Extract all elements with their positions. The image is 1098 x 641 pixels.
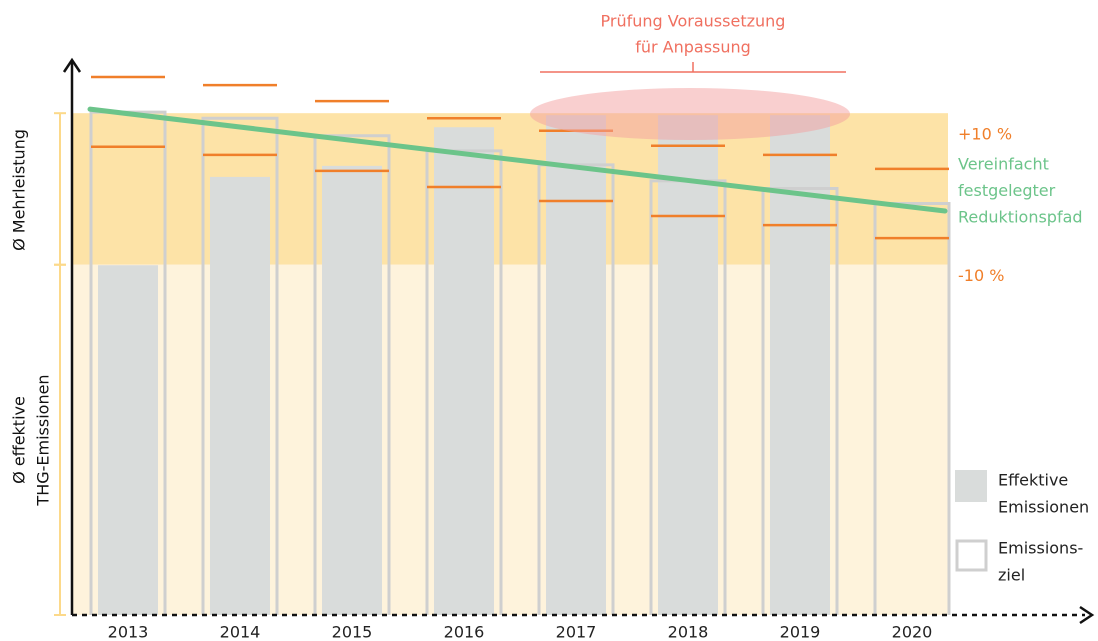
reduction-path-label: Vereinfacht	[958, 155, 1049, 174]
x-tick-label: 2020	[892, 623, 933, 641]
reduction-path-label: Reduktionspfad	[958, 208, 1083, 227]
x-tick-label: 2019	[780, 623, 821, 641]
bar-target	[201, 116, 279, 615]
bar-effective	[210, 176, 270, 615]
legend-label: ziel	[998, 566, 1025, 585]
legend-swatch	[955, 539, 988, 572]
bar-effective	[322, 165, 382, 615]
legend-label: Effektive	[998, 471, 1068, 490]
x-tick-label: 2014	[220, 623, 261, 641]
bar-target	[425, 149, 503, 615]
bar-effective	[98, 265, 158, 615]
annotation-highlight	[530, 88, 850, 140]
x-tick-label: 2016	[444, 623, 485, 641]
bar-target	[873, 202, 951, 615]
band-label: +10 %	[958, 125, 1012, 144]
bar-effective	[434, 127, 494, 615]
reduction-path	[87, 106, 948, 214]
annotation-text: Prüfung Voraussetzung	[601, 12, 786, 31]
band-label: -10 %	[958, 266, 1004, 285]
bar-effective	[546, 115, 606, 616]
y-axis-label: Ø effektive	[10, 396, 29, 484]
y-axis-arrow	[62, 57, 82, 73]
x-tick-label: 2018	[668, 623, 709, 641]
legend-label: Emissionen	[998, 498, 1089, 517]
x-axis-arrow	[1079, 605, 1095, 625]
legend-label: Emissions-	[998, 539, 1083, 558]
reduction-path-label: festgelegter	[958, 181, 1056, 200]
x-tick-label: 2013	[108, 623, 149, 641]
y-axis-label: Ø Mehrleistung	[10, 129, 29, 251]
bar-target	[761, 186, 839, 615]
x-tick-label: 2017	[556, 623, 597, 641]
annotation-text: für Anpassung	[635, 38, 751, 57]
legend-swatch	[955, 470, 987, 502]
x-tick-label: 2015	[332, 623, 373, 641]
bar-target	[313, 134, 391, 615]
bar-effective	[658, 115, 718, 616]
y-axis-label: THG-Emissionen	[34, 374, 53, 506]
